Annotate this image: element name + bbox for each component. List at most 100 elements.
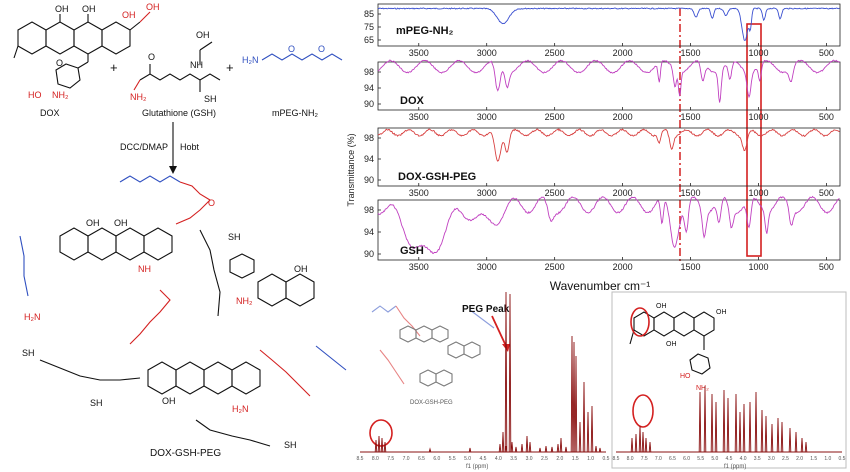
ftir-panel-frame xyxy=(377,3,841,47)
nmr-xtick-label: 5.0 xyxy=(464,456,471,462)
nmr-xtick-label: 6.0 xyxy=(683,456,690,462)
nmr-right-spectrum: 8.5 8.0 7.5 7.0 6.5 6.0 5.5 5.0 4.5 4.0 3.5 3.0 2.5 2… xyxy=(613,385,846,462)
nmr-xtick-label: 7.0 xyxy=(403,456,410,462)
ftir-xlabel: Wavenumber cm⁻¹ xyxy=(550,279,651,293)
atom-label: OH xyxy=(294,264,308,274)
atom-label: NH xyxy=(190,60,203,70)
atom-label: HO xyxy=(680,373,691,380)
ftir-xtick-label: 3500 xyxy=(409,262,429,272)
atom-label: SH xyxy=(22,348,35,358)
atom-label: NH₂ xyxy=(130,92,147,102)
atom-label: NH xyxy=(138,264,151,274)
nmr-xtick-label: 1.0 xyxy=(587,456,594,462)
ftir-ylabel: Transmittance (%) xyxy=(346,133,356,206)
nmr-left-frame xyxy=(357,295,609,467)
ftir-panel-frame xyxy=(377,127,841,187)
nmr-xtick-label: 5.0 xyxy=(711,456,718,462)
atom-label: OH xyxy=(55,4,69,14)
ftir-panel-name: mPEG-NH₂ xyxy=(396,25,454,37)
nmr-inset-structure xyxy=(371,305,495,387)
ftir-xtick-label: 1500 xyxy=(681,262,701,272)
nmr-xtick-label: 0.5 xyxy=(839,456,846,462)
ftir-spectrum-line xyxy=(377,195,840,254)
atom-label: H₂N xyxy=(24,312,41,322)
ftir-ytick-label: 90 xyxy=(364,175,374,185)
atom-label: SH xyxy=(204,94,217,104)
nmr-xtick-label: 3.5 xyxy=(510,456,517,462)
nmr-xtick-label: 2.5 xyxy=(541,456,548,462)
nmr-xtick-label: 1.0 xyxy=(824,456,831,462)
ftir-ytick-label: 98 xyxy=(364,205,374,215)
ftir-xtick-label: 500 xyxy=(819,188,834,198)
nmr-xtick-label: 6.0 xyxy=(433,456,440,462)
atom-label: OH xyxy=(716,309,727,316)
ftir-spectrum-line xyxy=(377,128,840,162)
ftir-xtick-label: 500 xyxy=(819,112,834,122)
nmr-xtick-label: 8.0 xyxy=(372,456,379,462)
nmr-xtick-label: 7.5 xyxy=(641,456,648,462)
atom-label: OH xyxy=(196,30,210,40)
dox-structure: OH OH OH OH O NH₂ HO DOX xyxy=(13,2,160,118)
reagent-left: DCC/DMAP xyxy=(120,142,168,152)
mpeg-structure: H₂N O O mPEG-NH₂ xyxy=(242,44,343,118)
mpeg-label: mPEG-NH₂ xyxy=(272,108,318,118)
atom-label: NH₂ xyxy=(52,90,69,100)
atom-label: OH xyxy=(122,10,136,20)
nmr-xtick-label: 7.0 xyxy=(655,456,662,462)
nmr-xtick-label: 3.0 xyxy=(526,456,533,462)
reaction-scheme: OH OH OH OH O NH₂ HO DOX + OH NH SH NH₂ … xyxy=(13,2,347,459)
reaction-arrowhead xyxy=(169,166,177,174)
nmr-xtick-label: 3.5 xyxy=(754,456,761,462)
nmr-xtick-label: 4.5 xyxy=(480,456,487,462)
ftir-panel-frame xyxy=(377,199,841,261)
atom-label: OH xyxy=(162,396,176,406)
ftir-xtick-label: 2000 xyxy=(613,262,633,272)
atom-label: O xyxy=(208,198,215,208)
nmr-xtick-label: 2.0 xyxy=(556,456,563,462)
ftir-ytick-label: 75 xyxy=(364,22,374,32)
ftir-xtick-label: 1500 xyxy=(681,48,701,58)
nmr-xtick-label: 2.0 xyxy=(796,456,803,462)
ftir-xtick-label: 3500 xyxy=(409,48,429,58)
atom-label: O xyxy=(288,44,295,54)
ftir-xtick-label: 3500 xyxy=(409,112,429,122)
gsh-label: Glutathione (GSH) xyxy=(142,108,216,118)
atom-label: NH₂ xyxy=(696,385,709,392)
ftir-xtick-label: 3000 xyxy=(477,48,497,58)
ftir-ytick-label: 90 xyxy=(364,249,374,259)
ftir-ytick-label: 98 xyxy=(364,67,374,77)
atom-label: HO xyxy=(28,90,42,100)
ftir-xtick-label: 1000 xyxy=(748,262,768,272)
ftir-xtick-label: 3000 xyxy=(477,112,497,122)
atom-label: O xyxy=(56,58,63,68)
ftir-spectrum-line xyxy=(377,59,840,103)
atom-label: OH xyxy=(146,2,160,12)
ftir-panel-name: DOX-GSH-PEG xyxy=(398,171,476,183)
nmr-xtick-label: 1.5 xyxy=(810,456,817,462)
ftir-xtick-label: 500 xyxy=(819,262,834,272)
ftir-xtick-label: 1000 xyxy=(748,112,768,122)
ftir-xtick-label: 1000 xyxy=(748,48,768,58)
atom-label: OH xyxy=(656,303,667,310)
dox-label: DOX xyxy=(40,108,60,118)
atom-label: H₂N xyxy=(242,55,259,65)
nmr-right-xlabel: f1 (ppm) xyxy=(724,464,746,470)
ftir-xtick-label: 1000 xyxy=(748,188,768,198)
nmr-xtick-label: 5.5 xyxy=(449,456,456,462)
ftir-panel-frame xyxy=(377,61,841,111)
ftir-xtick-label: 2500 xyxy=(545,48,565,58)
ftir-xtick-label: 2000 xyxy=(613,48,633,58)
nmr-right-dox-structure: OH OH HO NH₂ OH xyxy=(629,303,727,392)
ftir-xtick-label: 2000 xyxy=(613,188,633,198)
ftir-highlight-box xyxy=(746,23,762,257)
nmr-xtick-label: 8.5 xyxy=(357,456,364,462)
ftir-xtick-label: 2500 xyxy=(545,262,565,272)
product-structure: O OH OH NH SH OH H₂N SH SH H₂N OH SH NH₂… xyxy=(19,175,347,459)
ftir-xtick-label: 2000 xyxy=(613,112,633,122)
atom-label: O xyxy=(148,52,155,62)
nmr-xtick-label: 4.0 xyxy=(740,456,747,462)
ftir-ytick-label: 65 xyxy=(364,35,374,45)
reagent-right: Hobt xyxy=(180,142,200,152)
